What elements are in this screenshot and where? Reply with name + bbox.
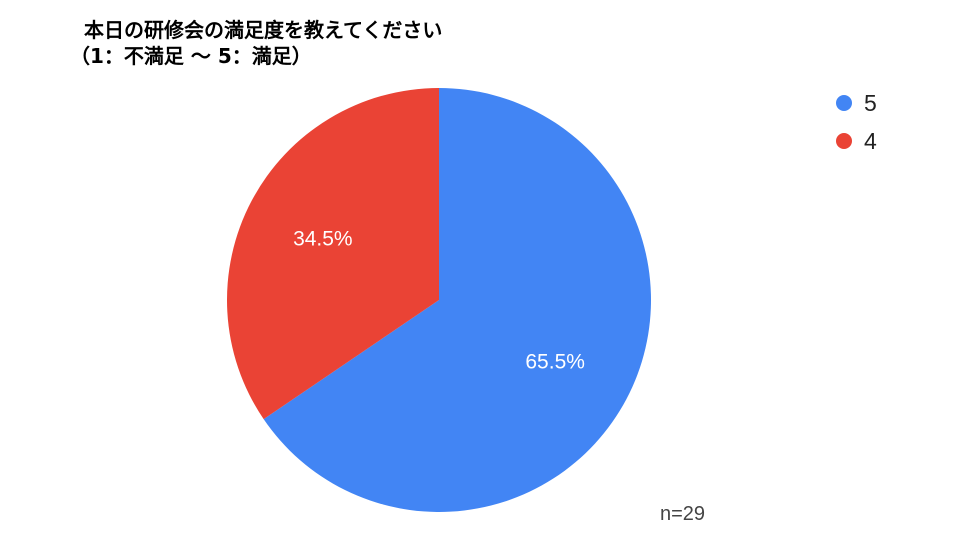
sample-size-note: n=29	[660, 503, 706, 525]
slice-label-4: 34.5%	[293, 227, 353, 250]
legend: 5 4	[836, 88, 877, 164]
legend-label: 5	[864, 89, 877, 116]
legend-swatch	[836, 95, 852, 111]
chart-subtitle: （1：不満足 〜 5：満足）	[70, 44, 312, 68]
legend-item: 4	[836, 126, 877, 156]
chart-title: 本日の研修会の満足度を教えてください	[84, 18, 443, 42]
legend-item: 5	[836, 88, 877, 118]
legend-swatch	[836, 133, 852, 149]
pie-slice-5	[263, 88, 651, 512]
legend-label: 4	[864, 127, 877, 154]
slice-label-5: 65.5%	[525, 351, 585, 374]
pie-slice-4	[226, 88, 439, 420]
